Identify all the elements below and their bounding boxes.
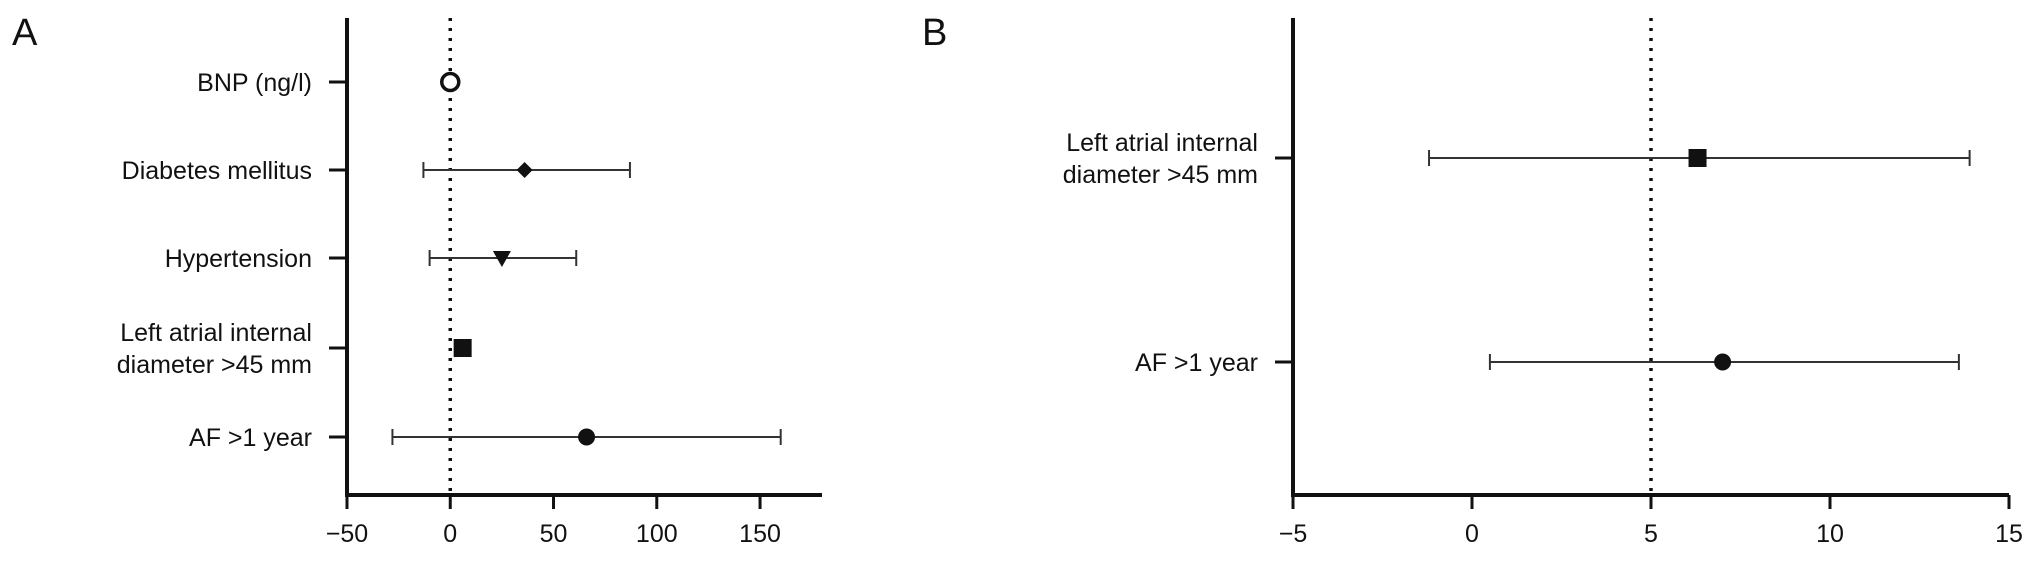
- point-estimate-pb: [1714, 353, 1732, 371]
- x-tick-label-pa: 0: [443, 520, 457, 548]
- row-label-pa: Hypertension: [165, 245, 312, 273]
- row-label-pa: BNP (ng/l): [197, 69, 312, 97]
- point-estimate-pb: [1688, 149, 1707, 167]
- row-label-pa: AF >1 year: [189, 424, 312, 452]
- point-estimate-pa: [516, 162, 533, 178]
- row-label-pa: Left atrial internal: [120, 319, 312, 347]
- point-estimate-pa: [440, 71, 461, 93]
- x-tick-label-pa: 50: [540, 520, 568, 548]
- row-label-pb: Left atrial internal: [1066, 129, 1258, 157]
- point-estimate-pa: [453, 339, 472, 357]
- row-label-pb: diameter >45 mm: [1063, 161, 1258, 189]
- panel-label-pa: A: [12, 12, 38, 54]
- x-tick-label-pb: 0: [1465, 520, 1479, 548]
- x-tick-label-pb: 5: [1644, 520, 1658, 548]
- point-estimate-pa: [578, 428, 596, 446]
- row-label-pb: AF >1 year: [1135, 349, 1258, 377]
- x-tick-label-pb: 10: [1816, 520, 1844, 548]
- panel-label-pb: B: [922, 12, 947, 54]
- point-estimate-pa: [492, 251, 511, 267]
- x-tick-label-pa: 100: [636, 520, 678, 548]
- x-tick-label-pa: 150: [739, 520, 781, 548]
- x-tick-label-pb: −5: [1279, 520, 1308, 548]
- row-label-pa: Diabetes mellitus: [122, 157, 312, 185]
- row-label-pa: diameter >45 mm: [117, 351, 312, 379]
- x-tick-label-pa: −50: [326, 520, 368, 548]
- x-tick-label-pb: 15: [1995, 520, 2023, 548]
